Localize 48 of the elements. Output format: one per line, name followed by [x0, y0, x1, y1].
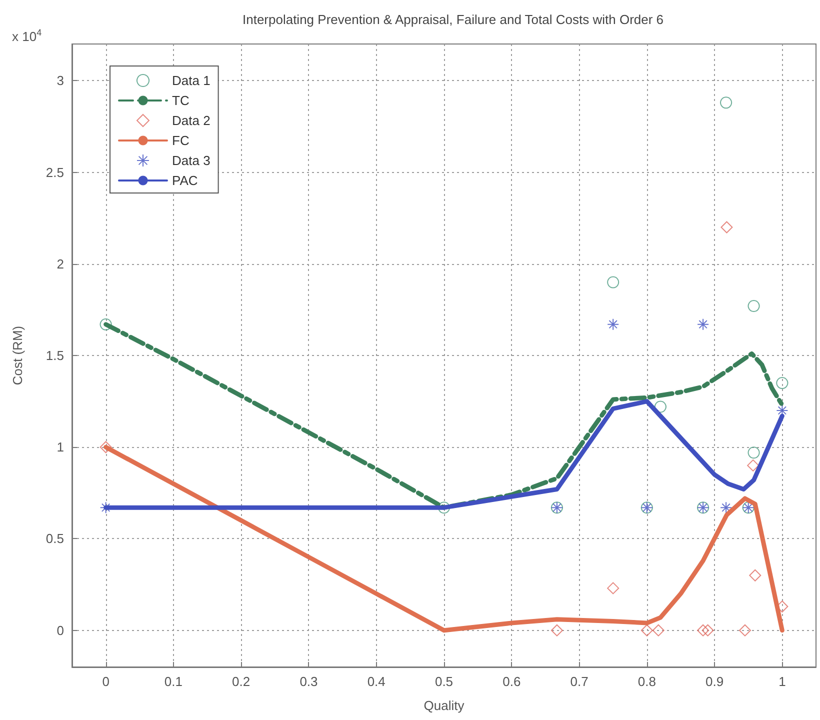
x-tick-label: 0.4	[367, 674, 386, 689]
point	[748, 446, 760, 459]
y-tick-label: 2	[56, 256, 64, 272]
point	[100, 441, 112, 454]
y-tick-label: 0.5	[46, 531, 64, 546]
y-tick-label: 3	[56, 73, 64, 88]
point	[100, 318, 112, 330]
point	[776, 376, 788, 389]
legend-label: FC	[172, 133, 190, 148]
x-tick-label: 0.6	[502, 674, 521, 689]
point	[607, 276, 620, 288]
x-tick-label: 0.1	[164, 674, 182, 689]
point	[747, 459, 760, 472]
x-tick-label: 0.9	[706, 674, 724, 689]
point	[776, 404, 788, 416]
chart-title: Interpolating Prevention & Appraisal, Failure and Total Costs with Order 6	[242, 12, 664, 27]
x-tick-label: 0.8	[638, 674, 656, 689]
point	[738, 624, 751, 636]
legend-label: Data 2	[172, 113, 210, 128]
point	[720, 96, 732, 109]
y-tick-label: 0	[56, 622, 64, 638]
legend-label: Data 1	[172, 73, 210, 88]
x-tick-label: 0.5	[434, 674, 454, 689]
legend-label: Data 3	[172, 153, 210, 168]
point	[697, 624, 710, 636]
point	[550, 624, 563, 636]
x-tick-label: 0.7	[570, 674, 588, 689]
point	[748, 300, 760, 312]
legend-label: TC	[172, 93, 190, 108]
x-tick-label: 0	[102, 674, 110, 689]
point	[720, 221, 733, 234]
point	[697, 318, 710, 330]
x-tick-label: 0.3	[300, 674, 318, 689]
point	[640, 624, 653, 636]
point	[607, 318, 620, 330]
point	[652, 624, 664, 636]
x-tick-label: 1	[778, 674, 786, 689]
point	[702, 624, 714, 636]
y-axis-title: Cost (RM)	[10, 326, 25, 386]
legend-label: PAC	[172, 173, 198, 188]
x-axis-title: Quality	[424, 698, 465, 713]
point	[749, 569, 762, 582]
x-tick-label: 0.2	[232, 674, 250, 689]
point	[720, 502, 732, 514]
y-tick-label: 2.5	[46, 164, 64, 180]
point	[607, 582, 620, 594]
y-tick-label: 1	[56, 440, 64, 455]
y-tick-label: 1.5	[46, 348, 64, 363]
